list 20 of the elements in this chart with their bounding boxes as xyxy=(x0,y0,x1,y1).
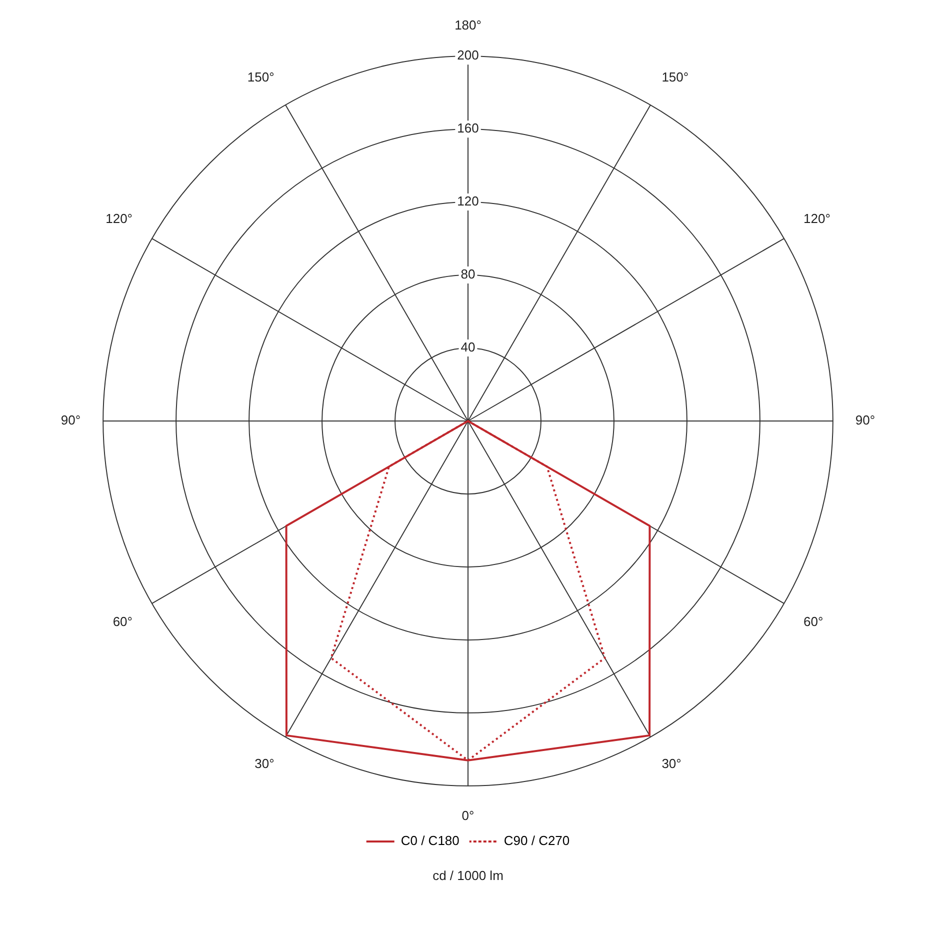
spoke-label: 30° xyxy=(662,756,682,771)
spoke-label: 90° xyxy=(855,412,876,428)
spoke-label: 60° xyxy=(804,614,824,630)
legend-label: C90 / C270 xyxy=(504,833,570,848)
spoke-label: 120° xyxy=(106,211,132,226)
y-tick-label: 40 xyxy=(460,340,476,355)
spoke-label: 60° xyxy=(112,614,132,630)
spoke-label: 30° xyxy=(254,756,274,771)
spoke-label: 150° xyxy=(662,69,689,84)
y-tick-label: 200 xyxy=(457,48,479,63)
y-tick-label: 120 xyxy=(457,194,479,209)
spoke-label: 0° xyxy=(462,808,474,823)
legend-label: C0 / C180 xyxy=(400,833,460,848)
text: cd / 1000 lm xyxy=(432,868,504,883)
spoke-label: 150° xyxy=(247,69,274,84)
spoke-label: 180° xyxy=(454,17,482,32)
y-tick-label: 80 xyxy=(460,266,476,282)
spoke-label: 90° xyxy=(60,412,81,428)
spoke-label: 120° xyxy=(804,211,830,226)
y-tick-label: 160 xyxy=(457,120,479,136)
